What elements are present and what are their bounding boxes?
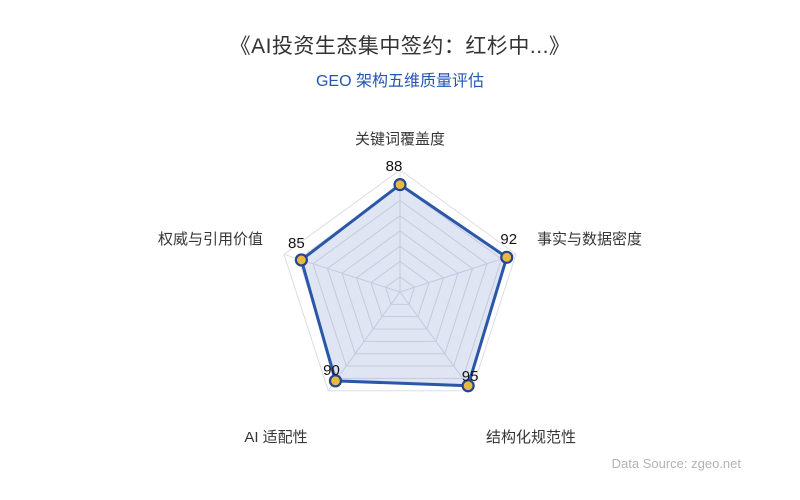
axis-label: AI 适配性 (244, 429, 308, 446)
grid-ring (355, 245, 445, 330)
axis-label: 事实与数据密度 (537, 231, 643, 248)
value-label: 88 (385, 157, 403, 175)
data-polygon (299, 183, 509, 388)
data-point (500, 250, 514, 264)
axis-label: 关键词覆盖度 (354, 131, 446, 148)
axis-label: 结构化规范性 (485, 429, 577, 446)
value-label: 85 (288, 234, 305, 252)
grid-ring (297, 184, 503, 379)
value-label: 95 (461, 367, 479, 385)
data-point (393, 178, 407, 192)
data-point (461, 379, 475, 393)
value-label: 92 (500, 231, 518, 249)
axis-label: 权威与引用价值 (157, 231, 263, 248)
axis-spoke (327, 291, 401, 391)
grid-ring (341, 230, 459, 342)
axis-spoke (399, 253, 517, 293)
chart-subtitle: GEO 架构五维质量评估 (315, 73, 484, 90)
page-title: 《AI投资生态集中签约：红杉中...》 (229, 35, 571, 58)
grid-ring (326, 215, 474, 355)
grid-ring (384, 276, 416, 305)
grid-ring (312, 199, 488, 367)
value-label: 90 (323, 361, 340, 379)
axis-spoke (399, 291, 473, 391)
data-point (294, 253, 308, 267)
data-source-note: Data Source: zgeo.net (611, 456, 741, 471)
data-point (328, 374, 343, 388)
grid-ring (283, 169, 517, 392)
grid-ring (370, 260, 430, 318)
